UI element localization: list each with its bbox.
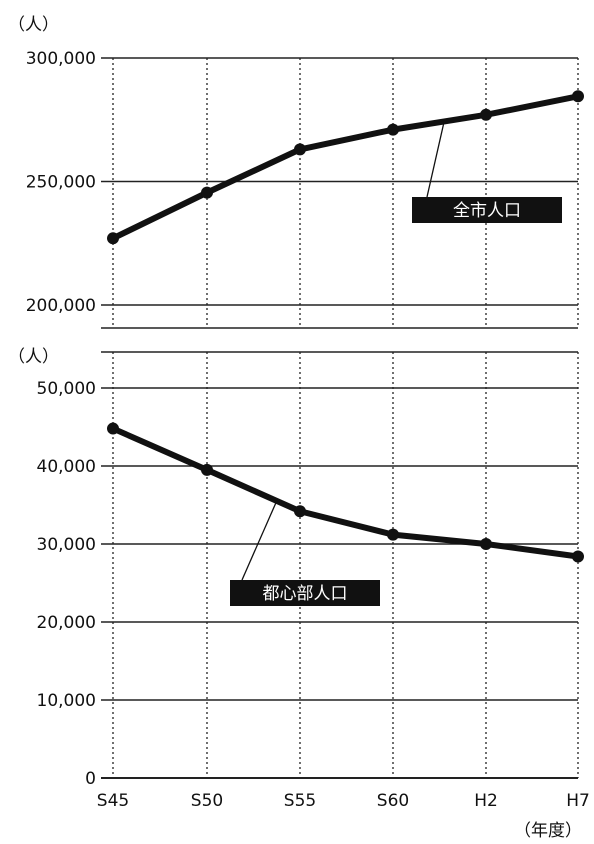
data-point (480, 538, 492, 550)
x-tick-label: S50 (191, 791, 223, 811)
x-tick-label: S45 (97, 791, 129, 811)
data-point (107, 422, 119, 435)
x-tick-label: S55 (284, 791, 316, 811)
series-line (111, 425, 579, 560)
y-unit-label: （人） (8, 15, 59, 35)
data-point (387, 123, 399, 136)
y-tick-label: 250,000 (26, 173, 96, 193)
x-unit-label: （年度） (514, 821, 582, 841)
data-point (294, 143, 306, 156)
data-point (572, 90, 584, 103)
label-leader (241, 500, 278, 581)
y-unit-label: （人） (8, 347, 59, 367)
x-tick-label: H2 (474, 791, 498, 811)
data-point (294, 505, 306, 518)
series-label: 都心部人口 (263, 584, 348, 604)
x-tick-label: S60 (377, 791, 409, 811)
data-point (107, 232, 119, 245)
series-label: 全市人口 (453, 201, 521, 221)
y-tick-label: 10,000 (37, 691, 96, 711)
data-point (572, 550, 584, 563)
x-tick-label: H7 (566, 791, 590, 811)
series-label-box (412, 197, 562, 223)
y-tick-label: 20,000 (37, 613, 96, 633)
data-point (387, 528, 399, 541)
data-point (201, 463, 213, 476)
series-line (111, 93, 579, 242)
y-tick-label: 200,000 (26, 296, 96, 316)
y-tick-label: 0 (85, 769, 96, 789)
data-point (201, 186, 213, 199)
y-tick-label: 40,000 (37, 457, 96, 477)
label-leader (426, 121, 445, 198)
y-tick-label: 50,000 (37, 379, 96, 399)
data-point (480, 108, 492, 121)
y-tick-label: 300,000 (26, 49, 96, 69)
series-label-box (230, 580, 380, 606)
y-tick-label: 30,000 (37, 535, 96, 555)
